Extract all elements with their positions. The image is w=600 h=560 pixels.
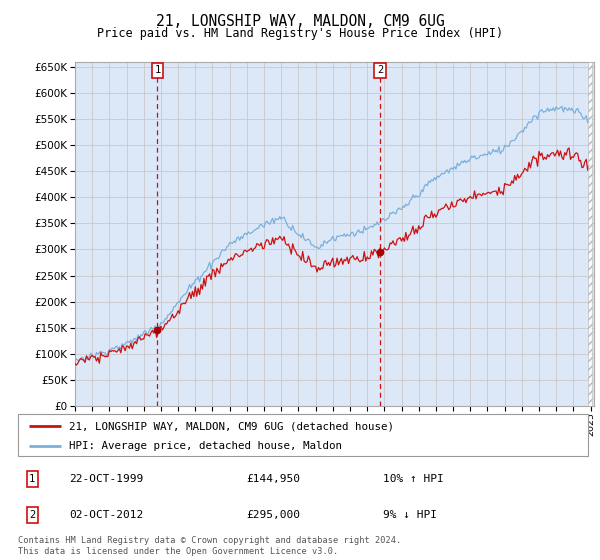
Text: 21, LONGSHIP WAY, MALDON, CM9 6UG (detached house): 21, LONGSHIP WAY, MALDON, CM9 6UG (detac… xyxy=(70,421,394,431)
Text: 02-OCT-2012: 02-OCT-2012 xyxy=(70,510,143,520)
Text: 2: 2 xyxy=(29,510,35,520)
Text: 10% ↑ HPI: 10% ↑ HPI xyxy=(383,474,443,484)
Text: £295,000: £295,000 xyxy=(246,510,300,520)
FancyBboxPatch shape xyxy=(18,414,588,456)
Text: HPI: Average price, detached house, Maldon: HPI: Average price, detached house, Mald… xyxy=(70,441,342,451)
Text: 22-OCT-1999: 22-OCT-1999 xyxy=(70,474,143,484)
Text: 2: 2 xyxy=(377,65,383,75)
Text: £144,950: £144,950 xyxy=(246,474,300,484)
Text: 1: 1 xyxy=(29,474,35,484)
Text: Contains HM Land Registry data © Crown copyright and database right 2024.
This d: Contains HM Land Registry data © Crown c… xyxy=(18,536,401,556)
Text: 9% ↓ HPI: 9% ↓ HPI xyxy=(383,510,437,520)
Text: 21, LONGSHIP WAY, MALDON, CM9 6UG: 21, LONGSHIP WAY, MALDON, CM9 6UG xyxy=(155,14,445,29)
Text: Price paid vs. HM Land Registry's House Price Index (HPI): Price paid vs. HM Land Registry's House … xyxy=(97,27,503,40)
Text: 1: 1 xyxy=(154,65,161,75)
